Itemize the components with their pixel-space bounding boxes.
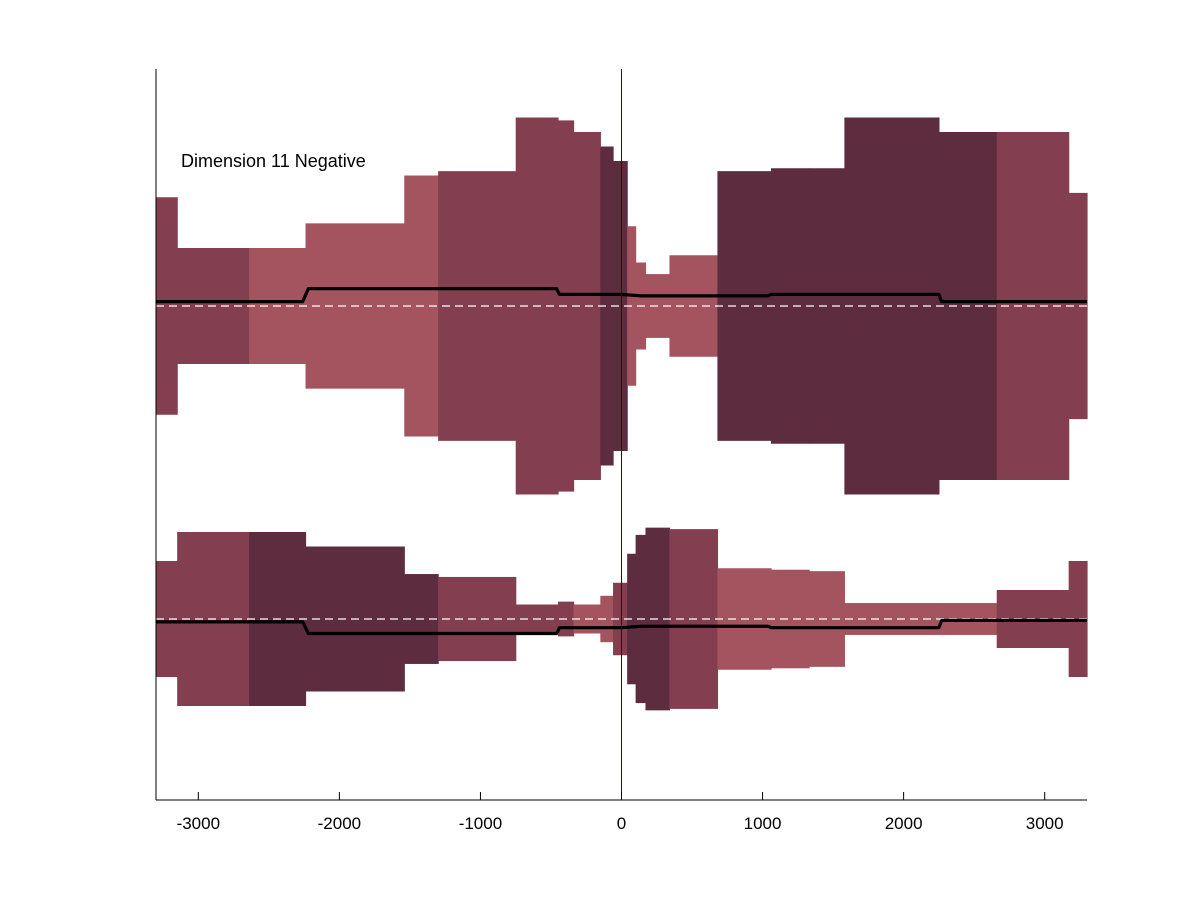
x-tick-label-3: 0 — [617, 814, 626, 833]
band-upper-21 — [1068, 192, 1088, 420]
band-lower-5 — [438, 576, 517, 662]
band-lower-9 — [600, 595, 614, 643]
panel-lower — [156, 527, 1088, 711]
band-lower-16 — [771, 569, 810, 669]
band-lower-0 — [156, 561, 178, 677]
x-tick-label-2: -1000 — [459, 814, 502, 833]
x-tick-label-0: -3000 — [177, 814, 220, 833]
band-lower-10 — [613, 582, 628, 656]
x-tick-label-5: 2000 — [885, 814, 923, 833]
band-upper-9 — [600, 146, 614, 466]
mean-line-upper — [156, 287, 1087, 304]
plot-area — [156, 69, 1088, 800]
band-upper-0 — [156, 197, 178, 415]
x-tick-label-1: -2000 — [318, 814, 361, 833]
band-upper-5 — [438, 171, 517, 441]
mean-line-lower — [156, 618, 1087, 636]
x-tick-label-4: 1000 — [744, 814, 782, 833]
chart-annotation: Dimension 11 Negative — [181, 151, 366, 171]
axes: -3000 -2000 -1000 0 1000 2000 3000 — [155, 69, 1087, 833]
band-upper-10 — [613, 161, 628, 451]
panel-upper — [156, 117, 1088, 495]
x-tick-label-6: 3000 — [1026, 814, 1064, 833]
band-upper-16 — [771, 168, 810, 444]
